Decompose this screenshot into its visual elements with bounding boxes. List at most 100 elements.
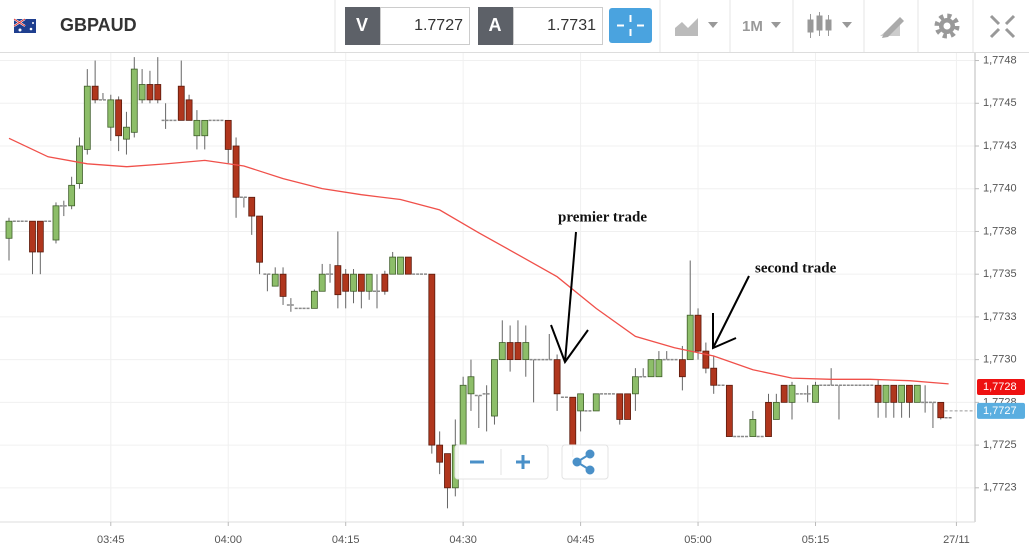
indicator-button[interactable] [675, 18, 718, 36]
candle-body [765, 401, 772, 437]
arrow [712, 275, 750, 349]
y-tick-label: 1,7723 [983, 482, 1017, 494]
candle-body [365, 273, 373, 292]
candle-body [467, 376, 475, 395]
toolbar: GBPAUD V 1.7727 A 1.7731 1M [0, 0, 1029, 53]
candle-body [224, 119, 232, 150]
candle-body [357, 273, 365, 292]
candle-body [404, 256, 412, 275]
x-tick-label: 03:45 [97, 534, 125, 546]
candle-body [906, 384, 913, 403]
candle-body [647, 359, 655, 378]
bid-label: V [356, 15, 368, 35]
candle-body [123, 126, 130, 140]
candle-body [68, 184, 76, 207]
arrow [564, 231, 577, 363]
y-tick-label: 1,7748 [983, 54, 1017, 66]
candle-body [913, 384, 921, 403]
price-tag-label: 1,7727 [983, 405, 1017, 417]
candle-body [5, 220, 13, 239]
ask-price: 1.7731 [547, 17, 596, 34]
chart-type-button[interactable] [807, 12, 852, 38]
zoom-in[interactable] [516, 455, 530, 469]
candle-body [725, 384, 733, 437]
x-tick-label: 05:15 [802, 534, 830, 546]
candle-body [780, 384, 788, 403]
candle-body [389, 256, 397, 275]
candle-body [616, 393, 624, 420]
candle-body [522, 342, 530, 361]
y-tick-label: 1,7730 [983, 354, 1017, 366]
candle-body [279, 273, 287, 297]
y-tick-label: 1,7725 [983, 439, 1017, 451]
candle-body [232, 145, 240, 198]
price-tag-label: 1,7728 [983, 381, 1017, 393]
y-tick-label: 1,7743 [983, 140, 1017, 152]
dropdown-arrow [771, 22, 781, 28]
candle-body [788, 384, 796, 403]
candle-body [436, 444, 444, 463]
candle-body [428, 273, 436, 446]
symbol[interactable]: GBPAUD [60, 15, 137, 35]
candle-body [318, 273, 326, 292]
annotation: premier trade [558, 209, 647, 225]
ask-label-box [478, 7, 513, 45]
candle-body [444, 453, 451, 489]
candle-body [553, 359, 561, 395]
ask-box[interactable] [513, 7, 603, 45]
annotation-arrows [550, 231, 750, 365]
candle-body [592, 393, 600, 412]
x-tick-label: 27/11 [943, 534, 970, 546]
candle-body [177, 85, 185, 121]
candle-body [342, 273, 350, 292]
candle-body [514, 342, 522, 361]
candle-body [898, 384, 906, 403]
candle-body [937, 401, 945, 419]
candle-body [271, 273, 279, 287]
axes: 1,7723 1,7725 1,7728 1,7730 1,7733 1,7735 1,77… [97, 54, 1025, 546]
candle-body [193, 119, 201, 137]
candle-body [185, 99, 193, 121]
arrow-head [712, 313, 737, 350]
candle-body [812, 384, 819, 403]
y-tick-label: 1,7740 [983, 183, 1017, 195]
candle-body [107, 99, 115, 128]
candle-body [350, 273, 357, 292]
bid-box[interactable] [380, 7, 470, 45]
annotation: second trade [755, 260, 837, 276]
settings-button[interactable] [934, 13, 960, 39]
candle-body [772, 401, 780, 420]
candle-body [569, 396, 577, 446]
candle-body [52, 205, 60, 241]
candle-body [624, 393, 631, 420]
crosshair-icon [617, 15, 644, 36]
candle-body [334, 265, 342, 296]
candle-body [115, 99, 123, 137]
y-tick-label: 1,7738 [983, 225, 1017, 237]
candle-body [83, 85, 91, 150]
x-tick-label: 05:00 [684, 534, 712, 546]
candle-body [248, 196, 256, 217]
drawing-button[interactable] [880, 17, 904, 38]
y-tick-label: 1,7735 [983, 268, 1017, 280]
x-tick-label: 04:45 [567, 534, 595, 546]
crosshair-button[interactable] [609, 8, 652, 43]
price-tag [977, 402, 1025, 419]
bid-price: 1.7727 [414, 17, 463, 34]
y-tick-label: 1,7745 [983, 97, 1017, 109]
timeframe[interactable]: 1M [742, 18, 763, 35]
candle-body [632, 376, 639, 395]
candle-body [310, 290, 318, 309]
candle-body [397, 256, 404, 275]
candle-body [491, 359, 498, 417]
share-button[interactable] [561, 444, 609, 480]
plot [5, 57, 953, 509]
candle-body [76, 145, 83, 184]
price-tag [977, 378, 1025, 395]
collapse-button[interactable] [989, 14, 1016, 39]
candle-body [498, 342, 506, 361]
candle-body [506, 342, 514, 361]
candle-body [882, 384, 890, 403]
candle-body [710, 367, 718, 386]
